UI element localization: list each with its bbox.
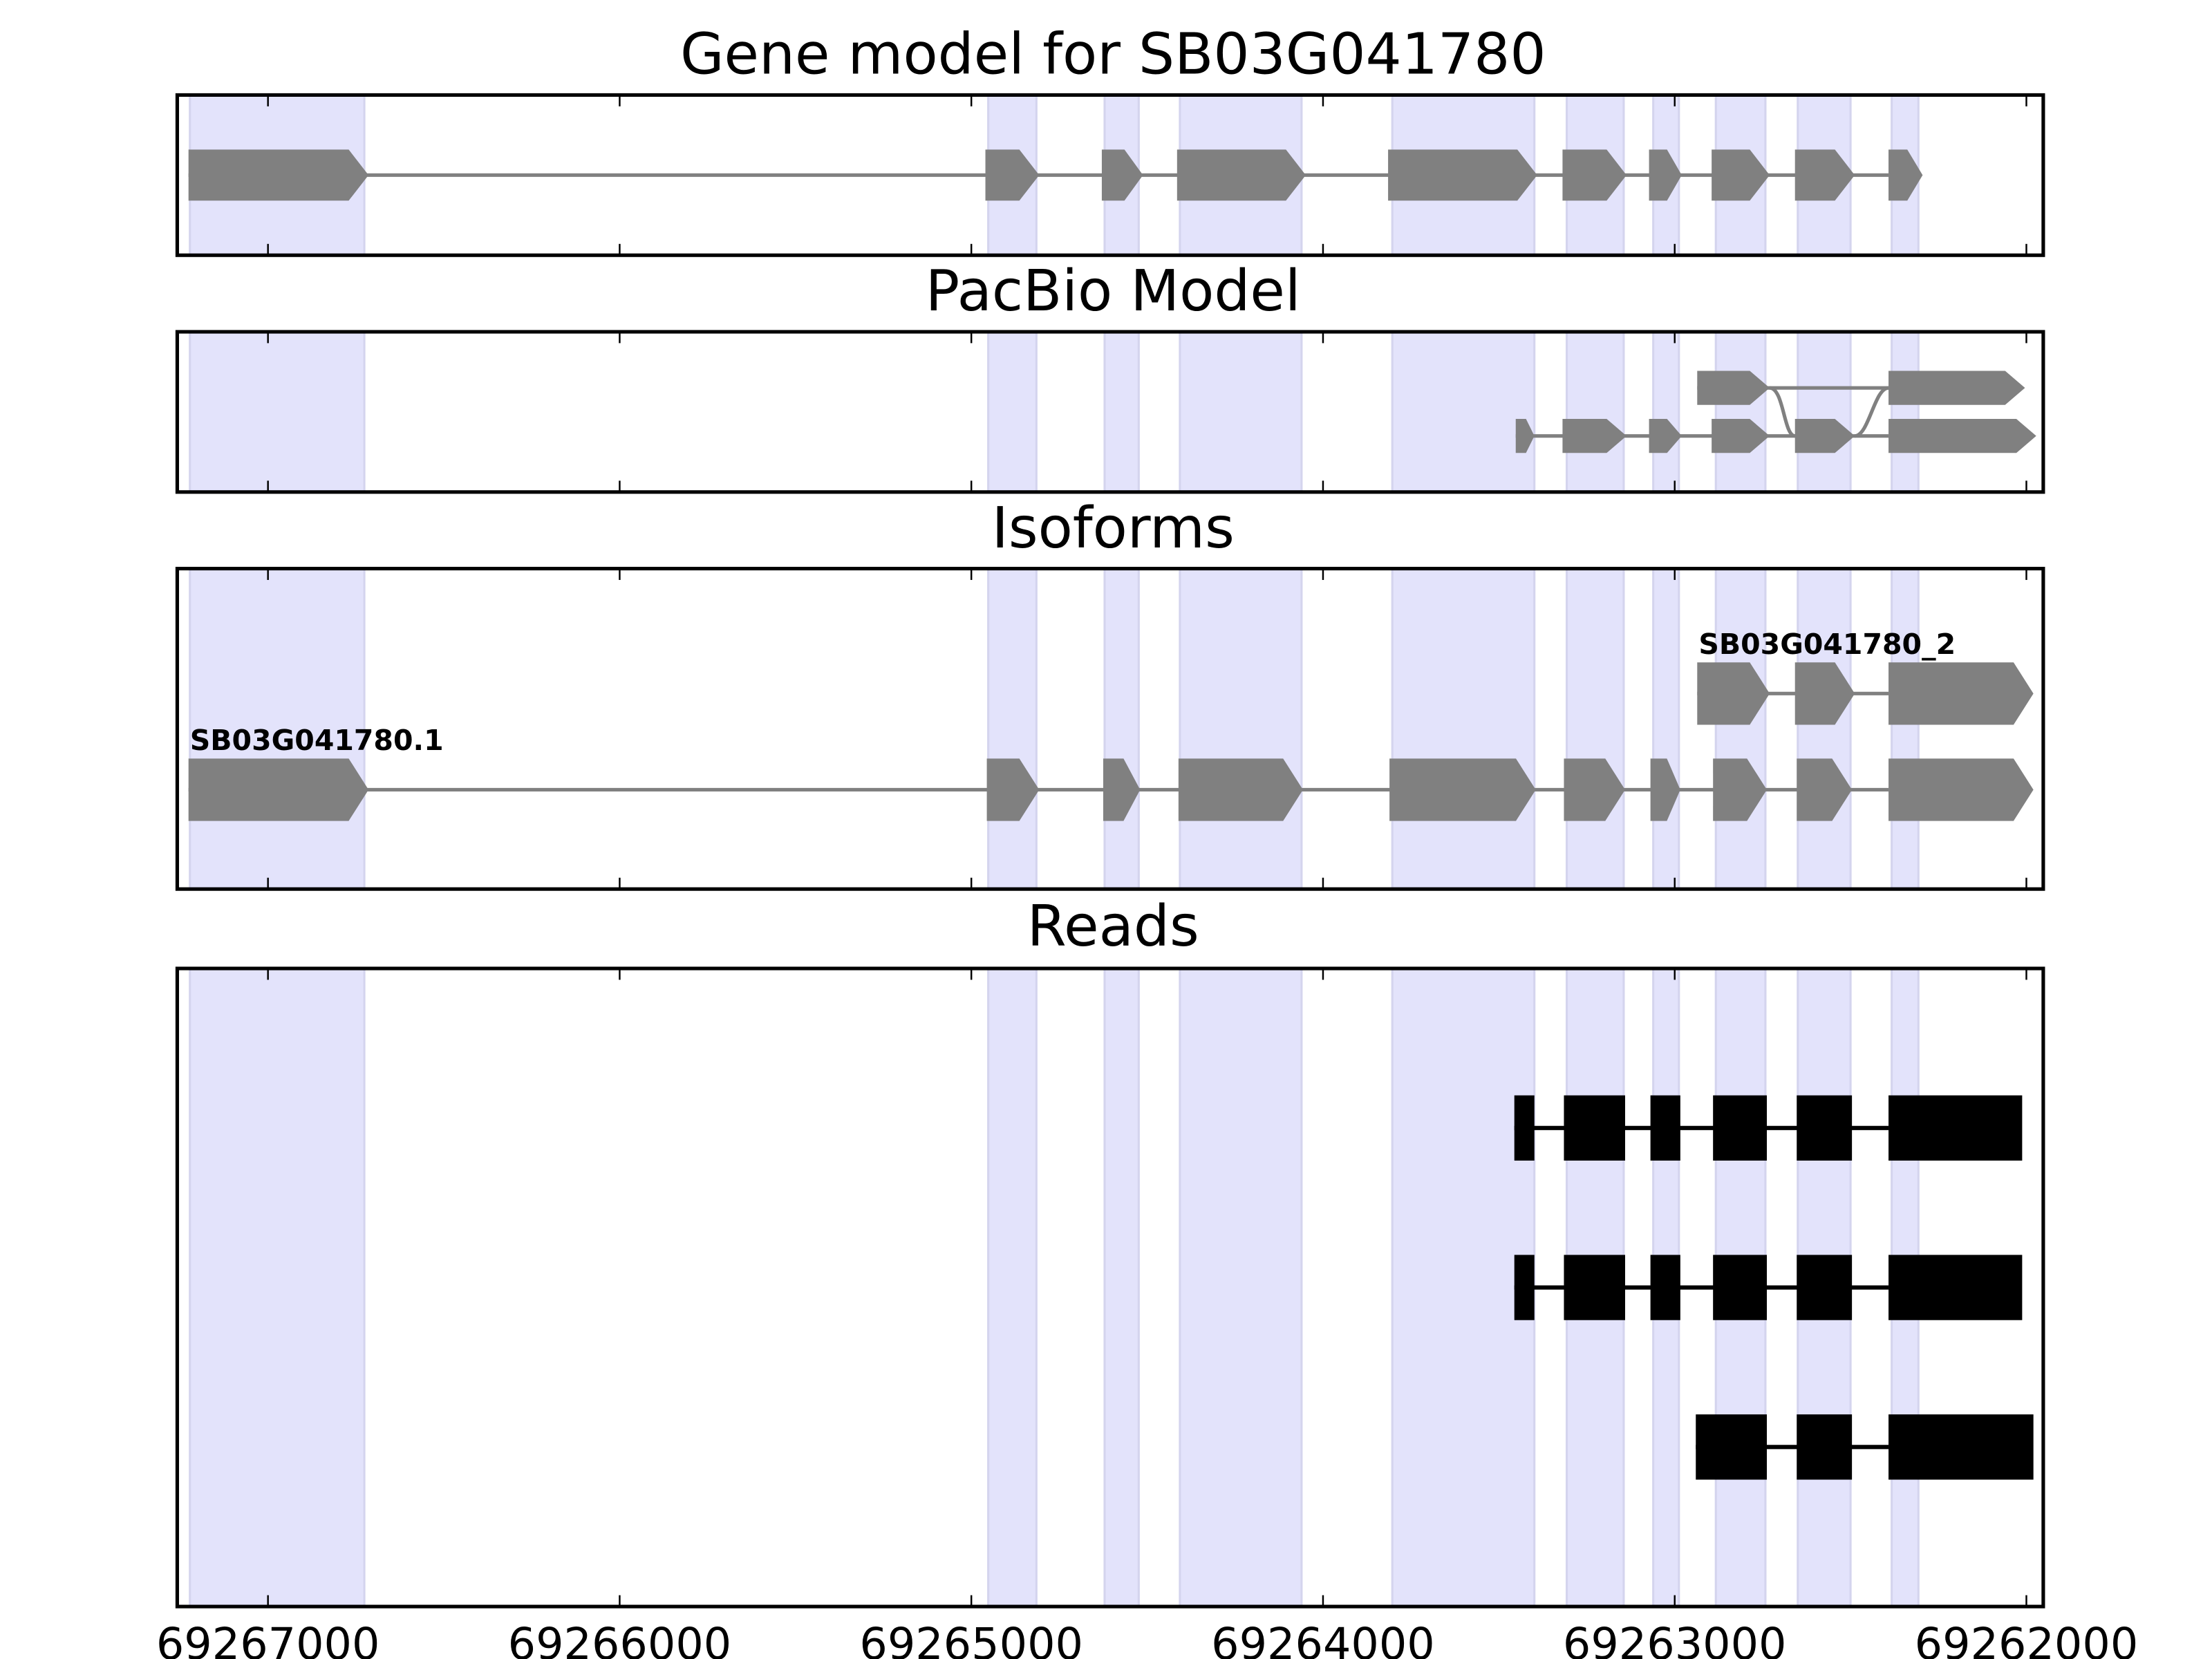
exon-arrow (985, 149, 1040, 201)
read-block (1888, 1414, 2034, 1480)
shaded-exon-region (1652, 330, 1680, 494)
axes-frame (175, 93, 2045, 257)
exon-arrow (1562, 149, 1627, 201)
axes-frame (175, 330, 2045, 494)
panel-title-reads: Reads (1027, 894, 1199, 959)
shaded-exon-region (987, 568, 1038, 890)
exon-arrow (1697, 371, 1770, 405)
panel-title-pacbio: PacBio Model (926, 259, 1301, 324)
panel-2: SB03G041780_2 SB03G041780.1 (175, 567, 2045, 891)
read-block (1650, 1255, 1680, 1320)
panel-title-isoforms: Isoforms (992, 496, 1235, 561)
panel-1 (175, 330, 2045, 494)
exon-arrow (1697, 662, 1770, 725)
read-block (1713, 1255, 1768, 1320)
read-block (1888, 1255, 2023, 1320)
shaded-exon-region (189, 330, 366, 494)
x-tick-label: 69264000 (1211, 1618, 1435, 1659)
axes-frame (175, 966, 2045, 1609)
exon-arrow (1888, 419, 2036, 453)
exon-arrow (1103, 758, 1141, 821)
exon-arrow (1712, 419, 1770, 453)
exon-arrow (1794, 419, 1855, 453)
shaded-exon-region (1179, 330, 1303, 494)
axes-frame (175, 567, 2045, 891)
panel-title-gene-model: Gene model for SB03G041780 (680, 22, 1546, 88)
exon-arrow (1515, 419, 1535, 453)
shaded-exon-region (1391, 568, 1536, 890)
read-block (1797, 1414, 1853, 1480)
shaded-exon-region (1797, 330, 1852, 494)
read-block (1514, 1255, 1535, 1320)
shaded-exon-region (1565, 568, 1625, 890)
exon-arrow (1888, 149, 1923, 201)
exon-arrow (1101, 149, 1143, 201)
shaded-exon-region (189, 568, 366, 890)
shaded-exon-region (1179, 967, 1303, 1608)
exon-arrow (1794, 149, 1855, 201)
x-tick-label: 69262000 (1915, 1618, 2139, 1659)
exon-arrow (1564, 758, 1625, 821)
exon-arrow (1649, 149, 1682, 201)
exon-arrow (1177, 149, 1306, 201)
exon-arrow (1178, 758, 1303, 821)
shaded-exon-region (1103, 967, 1140, 1608)
read-block (1564, 1095, 1625, 1161)
shaded-exon-region (1714, 330, 1767, 494)
shaded-exon-region (1565, 330, 1625, 494)
shaded-exon-region (1103, 568, 1140, 890)
exon-arrow (1649, 419, 1682, 453)
read-block (1713, 1095, 1768, 1161)
x-tick-label: 69263000 (1563, 1618, 1787, 1659)
panel-0 (175, 93, 2045, 257)
shaded-exon-region (1891, 330, 1920, 494)
shaded-exon-region (1891, 568, 1920, 890)
exon-arrow (986, 758, 1040, 821)
shaded-exon-region (987, 967, 1038, 1608)
read-block (1797, 1095, 1853, 1161)
shaded-exon-region (1179, 568, 1303, 890)
exon-arrow (1797, 758, 1853, 821)
shaded-exon-region (1714, 568, 1767, 890)
exon-arrow (1794, 662, 1855, 725)
exon-arrow (188, 758, 369, 821)
exon-arrow (1888, 371, 2025, 405)
shaded-exon-region (1652, 568, 1680, 890)
exon-arrow (1712, 149, 1770, 201)
read-block (1888, 1095, 2023, 1161)
read-block (1564, 1255, 1625, 1320)
read-block (1650, 1095, 1680, 1161)
exon-arrow (1389, 758, 1536, 821)
read-block (1797, 1255, 1853, 1320)
read-block (1514, 1095, 1535, 1161)
exon-arrow (1562, 419, 1627, 453)
panel-3 (175, 966, 2045, 1609)
exon-arrow (1888, 758, 2034, 821)
shaded-exon-region (1391, 330, 1536, 494)
shaded-exon-region (1391, 967, 1536, 1608)
shaded-exon-region (1103, 330, 1140, 494)
shaded-exon-region (987, 330, 1038, 494)
exon-arrow (1888, 662, 2034, 725)
splice-connector (1854, 386, 1889, 438)
shaded-exon-region (1797, 568, 1852, 890)
exon-arrow (1650, 758, 1680, 821)
read-block (1696, 1414, 1768, 1480)
x-tick-label: 69265000 (859, 1618, 1083, 1659)
isoform-label: SB03G041780_2 (1698, 628, 1956, 661)
isoform-label: SB03G041780.1 (190, 724, 444, 757)
x-tick-label: 69266000 (508, 1618, 732, 1659)
splice-connector (1769, 386, 1796, 438)
exon-arrow (1713, 758, 1768, 821)
shaded-exon-region (189, 967, 366, 1608)
exon-arrow (1388, 149, 1537, 201)
exon-arrow (188, 149, 369, 201)
x-tick-label: 69267000 (156, 1618, 380, 1659)
